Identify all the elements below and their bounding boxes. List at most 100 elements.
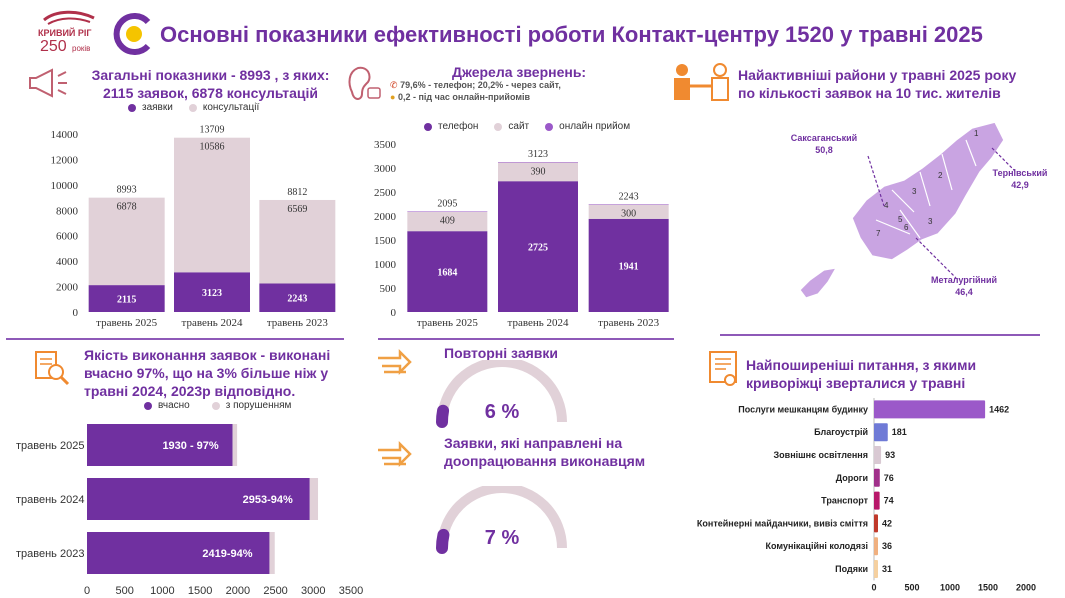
bar [874, 537, 878, 556]
rework-icon [378, 440, 412, 468]
category-label: Послуги мешканцям будинку [738, 404, 868, 414]
total-label: 2095 [437, 198, 457, 209]
category-label: Дороги [836, 473, 868, 483]
y-tick-label: 2000 [56, 282, 79, 294]
repeat-gauge-value: 6 % [485, 401, 520, 423]
legend-swatch-online [545, 122, 554, 131]
document-search-icon [35, 351, 70, 386]
district-value-metalurhiinyi: 46,4 [955, 287, 973, 297]
map-number: 6 [904, 223, 909, 232]
quality-chart: травень 2025 1930 - 97% травень 2024 2953-9… [16, 424, 363, 597]
legend-label-requests: заявки [142, 102, 173, 113]
category-label: Благоустрій [814, 427, 868, 437]
x-tick-label: 500 [116, 585, 134, 597]
logo-number: 250 [40, 38, 67, 55]
category-label: Зовнішнє освітлення [774, 450, 868, 460]
repeat-gauge-track [437, 360, 567, 423]
data-label: 74 [884, 496, 894, 506]
x-tick-label: 2500 [263, 585, 287, 597]
sources-title: Джерела звернень: [452, 64, 587, 80]
bar-segment [498, 162, 578, 163]
category-label: Подяки [835, 564, 868, 574]
bar-segment [259, 199, 336, 284]
district-name-ternivskyi: Тернівський [993, 168, 1048, 178]
logo-suffix: років [72, 44, 91, 53]
data-label: 409 [440, 216, 455, 227]
city-logo-icon [43, 10, 95, 25]
rework-title: Заявки, які направлені на доопрацювання … [444, 434, 645, 470]
data-label: 31 [882, 564, 892, 574]
bar-segment [259, 283, 336, 312]
map-number: 1 [974, 129, 979, 138]
bar [874, 491, 880, 510]
certificate-icon [709, 351, 737, 386]
x-tick-label: травень 2025 [96, 317, 157, 329]
topics-title-line2: криворіжці зверталися у травні [746, 375, 966, 391]
data-label: 181 [892, 427, 907, 437]
sources-line1-text: 79,6% - телефон; 20,2% - через сайт, [400, 80, 561, 90]
quality-title: Якість виконання заявок - виконані вчасн… [84, 346, 330, 400]
map-number: 2 [938, 171, 943, 180]
bar-segment [269, 532, 275, 574]
bar-segment [588, 218, 669, 312]
rework-gauge-value: 7 % [485, 527, 520, 549]
sources-line2: ● 0,2 - під час онлайн-прийомів [390, 92, 530, 102]
legend-label-consultations: консультації [202, 102, 260, 113]
megaphone-icon [29, 68, 67, 98]
legend-swatch-on-time [144, 401, 152, 410]
category-label: травень 2023 [16, 548, 84, 560]
bar-segment [588, 204, 669, 205]
x-tick-label: 1500 [978, 582, 998, 592]
data-label: 76 [884, 473, 894, 483]
y-tick-label: 12000 [51, 154, 79, 166]
bar [874, 446, 882, 464]
bar-label: 2419-94% [202, 548, 252, 560]
ear-icon [348, 66, 381, 100]
legend-label-on-time: вчасно [158, 400, 190, 411]
y-tick-label: 3500 [374, 139, 397, 151]
sources-chart: 0 500 1000 1500 2000 2500 3000 3500 1684 409 2095 т… [374, 139, 669, 329]
districts-title-line1: Найактивніші райони у травні 2025 року [738, 67, 1017, 83]
bar-label: 2953-94% [243, 494, 293, 506]
bar-label: 1930 - 97% [162, 440, 218, 452]
x-tick-label: 3500 [339, 585, 363, 597]
bar [874, 423, 888, 442]
category-label: травень 2024 [16, 494, 84, 506]
y-tick-label: 2500 [374, 187, 397, 199]
category-label: Контейнерні майданчики, вивіз сміття [697, 518, 868, 528]
total-label: 8993 [117, 185, 137, 196]
topics-title-line1: Найпоширеніші питання, з якими [746, 357, 977, 373]
y-tick-label: 14000 [51, 129, 79, 141]
data-label: 3123 [202, 288, 222, 299]
bar [874, 468, 880, 487]
quality-legend: вчасно з порушенням [144, 400, 291, 411]
repeat-gauge: 6 % [436, 360, 567, 428]
contact-center-logo-icon [113, 13, 151, 55]
legend-label-phone: телефон [438, 121, 479, 132]
rework-gauge-track [437, 486, 567, 549]
legend-swatch-phone [424, 122, 432, 131]
y-tick-label: 8000 [56, 205, 79, 217]
logo-text: КРИВИЙ РІГ [38, 28, 92, 38]
district-name-metalurhiinyi: Металургійний [931, 275, 997, 285]
general-title: Загальні показники - 8993 , з яких: 2115… [78, 66, 343, 102]
laptop-icon: ● [390, 92, 396, 102]
page-title: Основні показники ефективності роботи Ко… [160, 22, 983, 47]
x-tick-label: 0 [84, 585, 90, 597]
rework-title-line1: Заявки, які направлені на [444, 435, 623, 451]
map-number: 3 [912, 187, 917, 196]
bar-segment [88, 285, 165, 312]
x-tick-label: травень 2023 [267, 317, 328, 329]
y-tick-label: 500 [380, 283, 397, 295]
y-tick-label: 4000 [56, 256, 79, 268]
data-label: 390 [531, 166, 546, 177]
x-tick-label: 3000 [301, 585, 325, 597]
bar-segment [407, 211, 488, 232]
bar-segment [87, 424, 233, 466]
bar-segment [174, 137, 250, 273]
districts-title: Найактивніші райони у травні 2025 року п… [738, 66, 1016, 102]
total-label: 3123 [528, 149, 548, 160]
bar-segment [87, 478, 310, 520]
divider-middle [378, 338, 674, 340]
data-label: 93 [885, 450, 895, 460]
